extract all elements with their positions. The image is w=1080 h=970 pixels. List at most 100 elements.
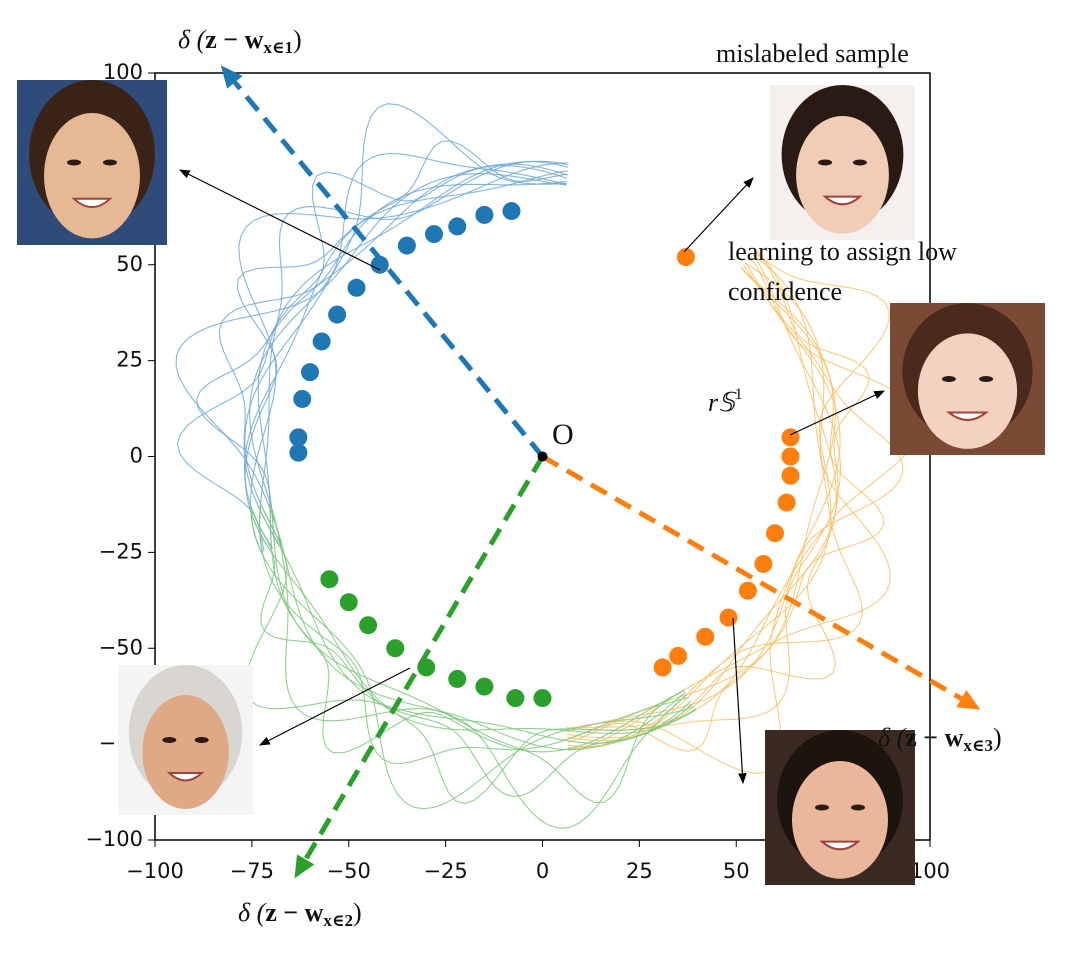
photo-eye bbox=[818, 159, 833, 166]
vector-label-part: δ ( bbox=[238, 898, 267, 927]
vector-label-part: δ ( bbox=[878, 723, 907, 752]
density-curve bbox=[566, 254, 842, 731]
y-tick-label: −25 bbox=[99, 539, 143, 563]
vector-label-sub: x∈2 bbox=[323, 911, 353, 930]
y-tick-label: −50 bbox=[99, 635, 143, 659]
vector-label: δ (z − wx∈3) bbox=[878, 723, 1002, 755]
point bbox=[781, 466, 800, 485]
density-curve bbox=[566, 256, 920, 729]
density-curve bbox=[269, 503, 686, 751]
photo-mouth bbox=[946, 411, 989, 422]
density-curve bbox=[567, 251, 870, 739]
density-curve bbox=[257, 163, 568, 549]
point bbox=[738, 581, 757, 600]
y-tick-label: 0 bbox=[130, 444, 143, 468]
point bbox=[502, 202, 521, 221]
photo-mouth bbox=[166, 772, 205, 782]
pointer-arrows bbox=[179, 169, 885, 785]
point bbox=[696, 627, 715, 646]
annotation: mislabeled sample bbox=[716, 39, 909, 68]
point bbox=[777, 493, 796, 512]
photo-mouth bbox=[819, 840, 861, 851]
vector-head bbox=[956, 689, 981, 710]
density-curve bbox=[269, 504, 685, 754]
photo-eye bbox=[103, 159, 117, 166]
point bbox=[781, 428, 800, 447]
photo-eye bbox=[941, 376, 956, 382]
sphere-label: r𝕊1 bbox=[708, 386, 743, 417]
density-curve bbox=[250, 507, 695, 810]
point bbox=[417, 658, 436, 677]
point bbox=[719, 608, 738, 627]
density-curve bbox=[249, 507, 697, 805]
point bbox=[359, 616, 378, 635]
x-tick-label: −100 bbox=[126, 859, 184, 883]
density-curve bbox=[244, 505, 692, 744]
vector-label-part: z − w bbox=[205, 25, 263, 54]
photo-eye bbox=[851, 804, 865, 811]
photo-face bbox=[792, 761, 888, 879]
density-curve bbox=[568, 262, 891, 751]
point bbox=[676, 248, 695, 267]
arrow bbox=[179, 169, 381, 271]
x-tick-label: −50 bbox=[327, 859, 371, 883]
density-curve bbox=[257, 505, 693, 797]
annotation: learning to assign low bbox=[728, 237, 957, 266]
point bbox=[754, 554, 773, 573]
x-tick-label: −75 bbox=[230, 859, 274, 883]
photo-mouth bbox=[71, 197, 113, 209]
vector-head bbox=[294, 854, 315, 879]
density-curve bbox=[244, 103, 567, 546]
x-tick-label: 100 bbox=[910, 859, 950, 883]
x-tick-label: 50 bbox=[723, 859, 750, 883]
annotation: confidence bbox=[728, 277, 842, 306]
density-curve bbox=[196, 165, 568, 548]
density-curve bbox=[243, 140, 568, 549]
point bbox=[370, 255, 389, 274]
point bbox=[475, 677, 494, 696]
density-curve bbox=[175, 173, 567, 546]
point bbox=[781, 447, 800, 466]
point bbox=[347, 278, 366, 297]
point bbox=[293, 389, 312, 408]
point bbox=[289, 443, 308, 462]
origin-label: O bbox=[552, 418, 574, 451]
photo-eye bbox=[162, 737, 177, 743]
vector bbox=[232, 80, 545, 459]
vector bbox=[541, 454, 963, 701]
vector-label-part: ) bbox=[993, 723, 1002, 752]
density-curve bbox=[567, 251, 837, 742]
point bbox=[533, 689, 552, 708]
point bbox=[448, 669, 467, 688]
point bbox=[289, 428, 308, 447]
point bbox=[506, 689, 525, 708]
vector-label-part: δ ( bbox=[178, 25, 207, 54]
point bbox=[425, 225, 443, 244]
origin bbox=[537, 451, 548, 462]
photo-eye bbox=[979, 376, 994, 382]
x-tick-label: 0 bbox=[536, 859, 549, 883]
vector-label-part: ) bbox=[353, 898, 362, 927]
arrow bbox=[732, 617, 747, 785]
photo-eye bbox=[67, 159, 81, 166]
arrow bbox=[259, 667, 411, 746]
density-curve bbox=[176, 161, 569, 552]
photo-eye bbox=[815, 804, 829, 811]
point bbox=[301, 363, 319, 382]
arrow bbox=[789, 390, 885, 436]
y-tick-label: 50 bbox=[116, 252, 143, 276]
point bbox=[339, 593, 358, 612]
point bbox=[448, 217, 467, 236]
point bbox=[312, 332, 331, 351]
density-curve bbox=[259, 160, 569, 553]
point bbox=[328, 305, 347, 324]
x-tick-label: 25 bbox=[626, 859, 653, 883]
photo-face bbox=[44, 113, 140, 239]
density-curves bbox=[175, 103, 920, 829]
photo-eye bbox=[194, 737, 209, 743]
sphere-label-main: r𝕊 bbox=[708, 388, 737, 417]
density-curve bbox=[259, 505, 689, 765]
point bbox=[669, 646, 688, 665]
point bbox=[475, 205, 494, 224]
